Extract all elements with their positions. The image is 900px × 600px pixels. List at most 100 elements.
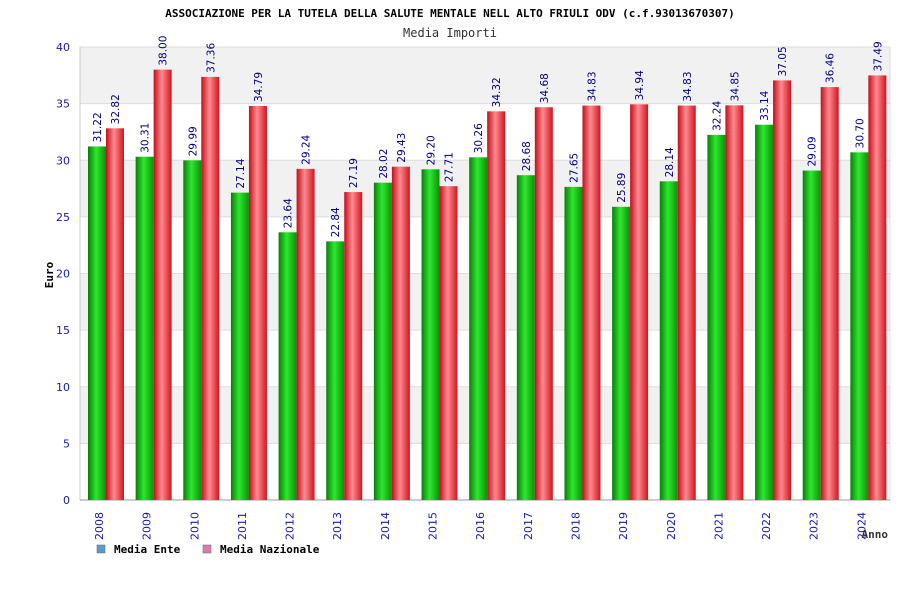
x-tick-label: 2022: [760, 512, 773, 540]
data-label: 22.84: [330, 207, 342, 237]
y-tick-label: 0: [63, 494, 70, 507]
bar-media-ente: [612, 206, 631, 500]
bar-media-ente: [802, 170, 821, 500]
data-label: 25.89: [616, 173, 628, 203]
data-label: 27.14: [235, 158, 247, 188]
bar-media-ente: [516, 175, 535, 500]
data-label: 34.83: [682, 71, 694, 101]
bar-media-nazionale: [534, 107, 553, 501]
data-label: 29.99: [187, 126, 199, 156]
legend-label: Media Ente: [114, 543, 181, 556]
data-label: 30.26: [473, 123, 485, 153]
bar-media-nazionale: [296, 168, 315, 500]
x-tick-label: 2016: [474, 512, 487, 540]
y-tick-label: 20: [56, 268, 70, 281]
bar-media-ente: [373, 182, 392, 500]
bar-media-nazionale: [391, 166, 410, 500]
data-label: 29.43: [396, 133, 408, 163]
x-tick-label: 2020: [665, 512, 678, 540]
data-label: 29.20: [426, 135, 438, 165]
x-tick-label: 2018: [569, 512, 582, 540]
x-tick-label: 2014: [379, 512, 392, 540]
chart-title: ASSOCIAZIONE PER LA TUTELA DELLA SALUTE …: [165, 7, 735, 20]
data-label: 33.14: [759, 90, 771, 120]
y-tick-label: 15: [56, 324, 70, 337]
chart-subtitle: Media Importi: [403, 26, 497, 40]
data-label: 28.68: [521, 141, 533, 171]
bar-media-ente: [421, 169, 440, 500]
data-label: 28.14: [664, 147, 676, 177]
bar-media-nazionale: [344, 192, 363, 501]
data-label: 38.00: [158, 36, 170, 66]
bar-media-nazionale: [487, 111, 506, 501]
data-label: 32.82: [110, 94, 122, 124]
bar-media-nazionale: [868, 75, 887, 500]
data-label: 34.85: [729, 71, 741, 101]
x-tick-label: 2009: [141, 512, 154, 540]
bar-media-nazionale: [773, 80, 792, 500]
bar-media-ente: [230, 192, 249, 500]
y-tick-label: 10: [56, 381, 70, 394]
x-tick-label: 2023: [808, 512, 821, 540]
bar-media-ente: [135, 156, 154, 500]
data-label: 34.68: [539, 73, 551, 103]
bar-media-nazionale: [248, 106, 267, 501]
data-label: 27.71: [444, 152, 456, 182]
data-label: 29.09: [807, 136, 819, 166]
bar-media-ente: [326, 241, 345, 500]
legend-swatch-media-ente: [96, 544, 106, 554]
x-tick-label: 2013: [331, 512, 344, 540]
bar-media-ente: [850, 152, 869, 500]
x-tick-label: 2024: [855, 512, 868, 540]
x-tick-label: 2012: [284, 512, 297, 540]
y-tick-label: 25: [56, 211, 70, 224]
x-tick-label: 2011: [236, 512, 249, 540]
data-label: 31.22: [92, 112, 104, 142]
bar-media-ente: [183, 160, 202, 500]
data-label: 37.49: [872, 41, 884, 71]
data-label: 23.64: [283, 198, 295, 228]
y-tick-label: 30: [56, 154, 70, 167]
data-label: 30.31: [140, 123, 152, 153]
y-tick-label: 5: [63, 437, 70, 450]
bar-media-ente: [755, 124, 774, 500]
bar-media-ente: [707, 134, 726, 500]
data-label: 28.02: [378, 149, 390, 179]
data-label: 36.46: [825, 53, 837, 83]
bar-media-ente: [278, 232, 297, 501]
bar-media-nazionale: [439, 186, 458, 500]
bar-media-ente: [469, 157, 488, 501]
bar-media-nazionale: [582, 105, 601, 501]
bar-media-ente: [564, 186, 583, 500]
data-label: 37.36: [205, 43, 217, 73]
x-tick-label: 2010: [188, 512, 201, 540]
bar-media-nazionale: [820, 87, 839, 500]
bar-media-nazionale: [201, 76, 220, 500]
y-tick-label: 35: [56, 98, 70, 111]
x-tick-label: 2019: [617, 512, 630, 540]
bar-media-nazionale: [106, 128, 124, 500]
data-label: 27.65: [568, 153, 580, 183]
bar-media-nazionale: [725, 105, 744, 500]
x-tick-label: 2017: [522, 512, 535, 540]
bar-media-nazionale: [153, 69, 172, 501]
legend-swatch-media-nazionale: [202, 544, 212, 554]
data-label: 29.24: [301, 134, 313, 164]
data-label: 32.24: [711, 101, 723, 131]
data-label: 34.32: [491, 77, 503, 107]
y-tick-label: 40: [56, 41, 70, 54]
legend-label: Media Nazionale: [220, 543, 320, 556]
x-tick-label: 2008: [93, 512, 106, 540]
bar-media-nazionale: [677, 105, 696, 501]
bar-media-ente: [659, 181, 678, 500]
data-label: 37.05: [777, 46, 789, 76]
x-axis-label: Anno: [862, 528, 889, 541]
data-label: 27.19: [348, 158, 360, 188]
bar-media-nazionale: [630, 104, 649, 500]
bar-media-ente: [88, 146, 106, 500]
x-tick-label: 2015: [427, 512, 440, 540]
y-axis-label: Euro: [43, 261, 56, 288]
data-label: 34.83: [586, 71, 598, 101]
